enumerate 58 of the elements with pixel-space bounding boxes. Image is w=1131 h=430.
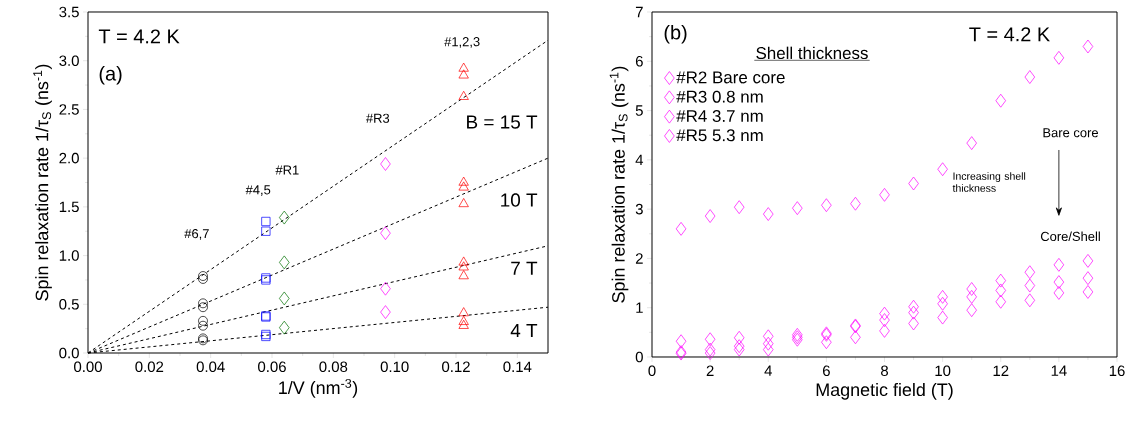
- x-tick-label: 4: [764, 365, 772, 376]
- legend-label: #R3 0.8 nm: [676, 90, 763, 103]
- annotation: (a): [99, 66, 122, 85]
- y-tick-label: 1.5: [59, 201, 79, 213]
- x-tick-label: 0.12: [442, 361, 470, 373]
- y-tick-label: 5: [635, 105, 643, 116]
- annotation: Increasing shell thickness: [952, 172, 1026, 192]
- x-tick-label: 0.06: [258, 361, 286, 373]
- y-tick-label: 0.5: [59, 298, 79, 310]
- annotation: 4 T: [510, 324, 538, 338]
- y-axis-title: Spin relaxation rate 1/τ$_{S}$ (ns$^{-1}$): [33, 64, 52, 301]
- x-tick-label: 2: [706, 365, 714, 376]
- legend-label: #R4 3.7 nm: [676, 109, 763, 122]
- y-tick-label: 7: [635, 6, 643, 18]
- legend-label: #R5 5.3 nm: [676, 129, 763, 142]
- legend-label: #R2 Bare core: [676, 71, 785, 84]
- annotation: #4,5: [245, 185, 271, 196]
- x-tick-label: 0.10: [380, 361, 409, 373]
- y-tick-label: 0: [635, 351, 643, 363]
- annotation: Core/Shell: [1040, 231, 1100, 241]
- x-tick-label: 6: [822, 365, 830, 377]
- x-axis-title: 1/V (nm$^{-3}$): [279, 378, 358, 398]
- annotation: (b): [664, 24, 687, 44]
- y-tick-label: 0.0: [59, 347, 79, 359]
- annotation: #1,2,3: [444, 37, 480, 48]
- y-tick-label: 3.0: [59, 55, 79, 66]
- annotation: B = 15 T: [467, 115, 538, 129]
- y-tick-label: 6: [635, 55, 643, 67]
- annotation: T = 4.2 K: [969, 27, 1050, 42]
- x-tick-label: 10: [935, 365, 951, 377]
- x-tick-label: 0.02: [135, 361, 164, 373]
- y-tick-label: 3: [635, 203, 643, 215]
- y-tick-label: 3.5: [59, 6, 79, 18]
- annotation: 7 T: [511, 261, 538, 275]
- y-tick-label: 1.0: [59, 250, 79, 261]
- annotation: #R1: [275, 165, 299, 175]
- x-tick-label: 8: [881, 365, 889, 377]
- x-tick-label: 14: [1051, 365, 1067, 376]
- x-tick-label: 12: [993, 365, 1009, 376]
- y-tick-label: 1: [636, 302, 643, 313]
- annotation: 10 T: [501, 193, 538, 207]
- x-tick-label: 0.08: [319, 361, 348, 373]
- legend-title: Shell thickness: [756, 46, 868, 60]
- annotation: #6,7: [184, 229, 209, 240]
- x-tick-label: 16: [1109, 365, 1125, 377]
- x-tick-label: 0.04: [196, 361, 225, 373]
- annotation: #R3: [365, 113, 390, 123]
- y-tick-label: 2: [635, 253, 643, 264]
- y-tick-label: 2.0: [59, 152, 79, 164]
- y-tick-label: 4: [635, 154, 644, 165]
- x-tick-label: 0.14: [503, 361, 532, 373]
- annotation: T = 4.2 K: [98, 29, 180, 44]
- x-axis-title: Magnetic field (T): [816, 382, 953, 400]
- x-tick-label: 0: [648, 365, 656, 377]
- y-axis-title: Spin relaxation rate 1/τ$_{S}$ (ns$^{-1}$): [609, 66, 629, 303]
- x-tick-label: 0.00: [74, 361, 102, 373]
- y-tick-label: 2.5: [59, 104, 79, 115]
- annotation: Bare core: [1043, 128, 1098, 138]
